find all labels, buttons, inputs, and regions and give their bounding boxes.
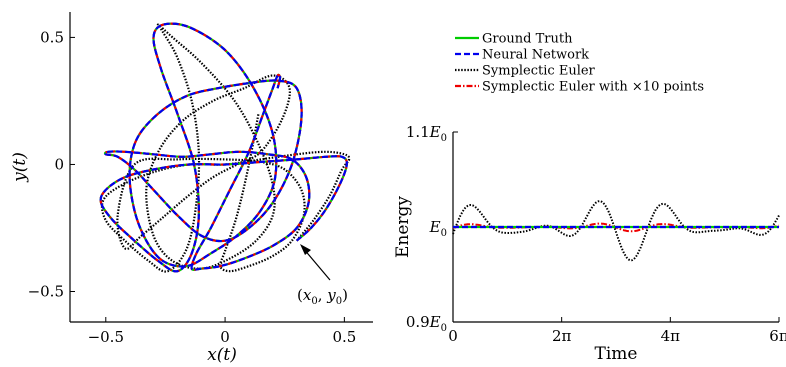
legend-label: Symplectic Euler with ×10 points (482, 80, 704, 95)
right-y-tick-label: 1.1E0 (406, 123, 447, 144)
legend-label: Neural Network (482, 48, 589, 63)
left-series (99, 22, 351, 273)
left-x-label: x(t) (207, 345, 237, 365)
legend-entry-ground-truth: Ground Truth (455, 32, 573, 47)
energy-symplectic-euler (452, 200, 780, 262)
annotation-arrow (302, 247, 331, 281)
left-ticks: −0.5 0 0.5 −0.5 0 0.5 (28, 28, 357, 346)
right-x-tick-label: 2π (552, 327, 572, 345)
right-x-tick-label: 4π (661, 327, 681, 345)
right-y-tick-label: E0 (429, 218, 447, 239)
left-y-tick-label: 0.5 (40, 28, 64, 46)
trajectory-symplectic-euler-with-10-points (99, 22, 348, 273)
left-y-tick-label: −0.5 (28, 283, 64, 301)
right-x-label: Time (595, 344, 638, 364)
trajectory-chart: −0.5 0 0.5 −0.5 0 0.5 x(t) y(t) (x0, y0) (10, 12, 373, 365)
annotation-arrowhead (300, 244, 311, 255)
right-ticks: 0 2π 4π 6π 0.9E0 E0 1.1E0 (406, 123, 786, 345)
legend-entry-symplectic-euler-with-10-points: Symplectic Euler with ×10 points (455, 80, 704, 95)
legend-label: Ground Truth (482, 32, 573, 47)
right-x-tick-label: 0 (448, 327, 458, 345)
left-y-tick-label: 0 (54, 155, 64, 173)
legend-label: Symplectic Euler (482, 64, 596, 79)
annotation-label: (x0, y0) (297, 286, 348, 307)
right-x-tick-label: 6π (769, 327, 786, 345)
right-y-tick-label: 0.9E0 (406, 313, 447, 334)
left-x-tick-label: −0.5 (88, 328, 124, 346)
left-x-tick-label: 0.5 (332, 328, 356, 346)
right-series (452, 200, 780, 262)
start-point-annotation: (x0, y0) (297, 244, 348, 307)
trajectory-ground-truth (99, 22, 348, 273)
legend-entry-neural-network: Neural Network (455, 48, 589, 63)
right-y-label: Energy (393, 196, 413, 258)
legend-entry-symplectic-euler: Symplectic Euler (455, 64, 596, 79)
trajectory-symplectic-euler (100, 23, 351, 273)
left-x-tick-label: 0 (220, 328, 230, 346)
trajectory-neural-network (99, 22, 348, 273)
left-y-label: y(t) (10, 152, 30, 183)
energy-chart: 0 2π 4π 6π 0.9E0 E0 1.1E0 Time Energy (393, 123, 786, 364)
